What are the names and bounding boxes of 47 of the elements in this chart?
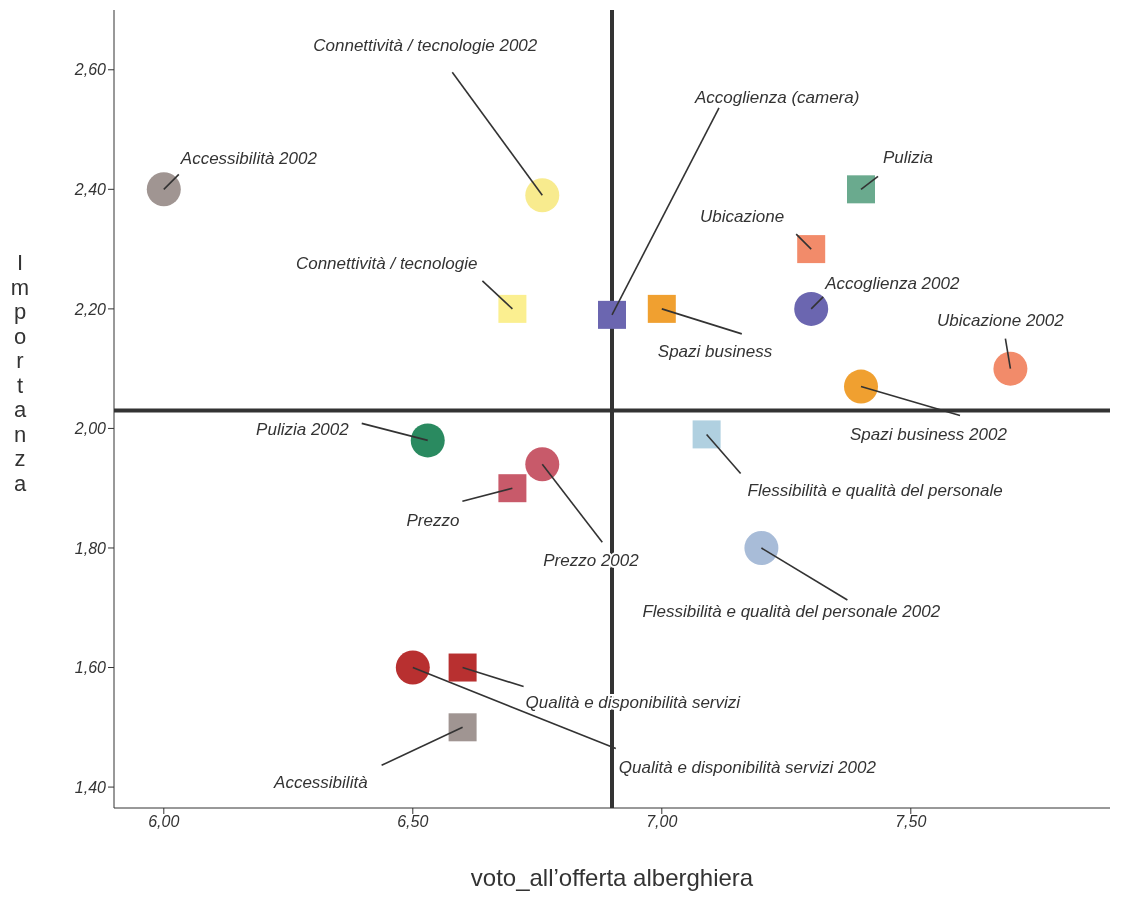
point bbox=[146, 172, 181, 207]
text: Pulizia 2002 bbox=[256, 420, 350, 440]
x-tick-label: 6,00 bbox=[148, 813, 180, 831]
series-label: Connettività / tecnologie bbox=[295, 253, 478, 273]
point bbox=[993, 351, 1028, 386]
y-tick-label: 1,60 bbox=[74, 659, 107, 677]
y-tick-label: 1,80 bbox=[74, 539, 107, 557]
point bbox=[647, 294, 676, 323]
point bbox=[692, 420, 721, 449]
text: Accessibilità bbox=[273, 773, 368, 793]
text: Qualità e disponibilità servizi 2002 bbox=[618, 757, 877, 777]
text: Connettività / tecnologie 2002 bbox=[313, 36, 538, 56]
series-label: Accessibilità 2002 bbox=[179, 149, 318, 169]
y-tick-label: 2,20 bbox=[73, 300, 107, 318]
point bbox=[448, 713, 477, 742]
text: Importanza bbox=[10, 250, 30, 496]
point bbox=[410, 423, 445, 458]
y-tick-label: 2,00 bbox=[73, 420, 107, 438]
series-label: Accoglienza 2002 bbox=[824, 273, 960, 293]
point bbox=[525, 447, 560, 482]
point bbox=[395, 650, 430, 685]
x-tick-label: 7,50 bbox=[895, 813, 927, 831]
x-axis-title: voto_all’offerta alberghiera bbox=[470, 864, 754, 891]
text: Flessibilità e qualità del personale bbox=[747, 481, 1003, 501]
text: Flessibilità e qualità del personale 2002 bbox=[642, 601, 941, 621]
y-tick-label: 2,60 bbox=[73, 61, 107, 79]
series-label: Ubicazione 2002 bbox=[937, 310, 1065, 330]
point bbox=[498, 294, 527, 323]
point bbox=[847, 175, 875, 204]
y-tick-label: 2,40 bbox=[73, 181, 107, 199]
point bbox=[448, 653, 477, 682]
y-tick-label: 1,40 bbox=[74, 778, 107, 796]
point bbox=[797, 235, 826, 264]
point bbox=[794, 291, 829, 326]
text: Prezzo bbox=[406, 511, 460, 531]
point bbox=[498, 474, 527, 503]
series-label: Spazi business 2002 bbox=[850, 424, 1008, 444]
series-label: Spazi business bbox=[657, 341, 773, 361]
series-label: Ubicazione bbox=[700, 207, 785, 227]
x-tick-label: 6,50 bbox=[397, 813, 429, 831]
x-tick-label: 7,00 bbox=[646, 813, 678, 831]
series-label: Pulizia bbox=[883, 148, 934, 168]
point bbox=[598, 300, 626, 329]
point bbox=[525, 178, 560, 213]
point bbox=[744, 530, 779, 565]
text: Accoglienza (camera) bbox=[694, 87, 860, 107]
point bbox=[844, 369, 878, 404]
